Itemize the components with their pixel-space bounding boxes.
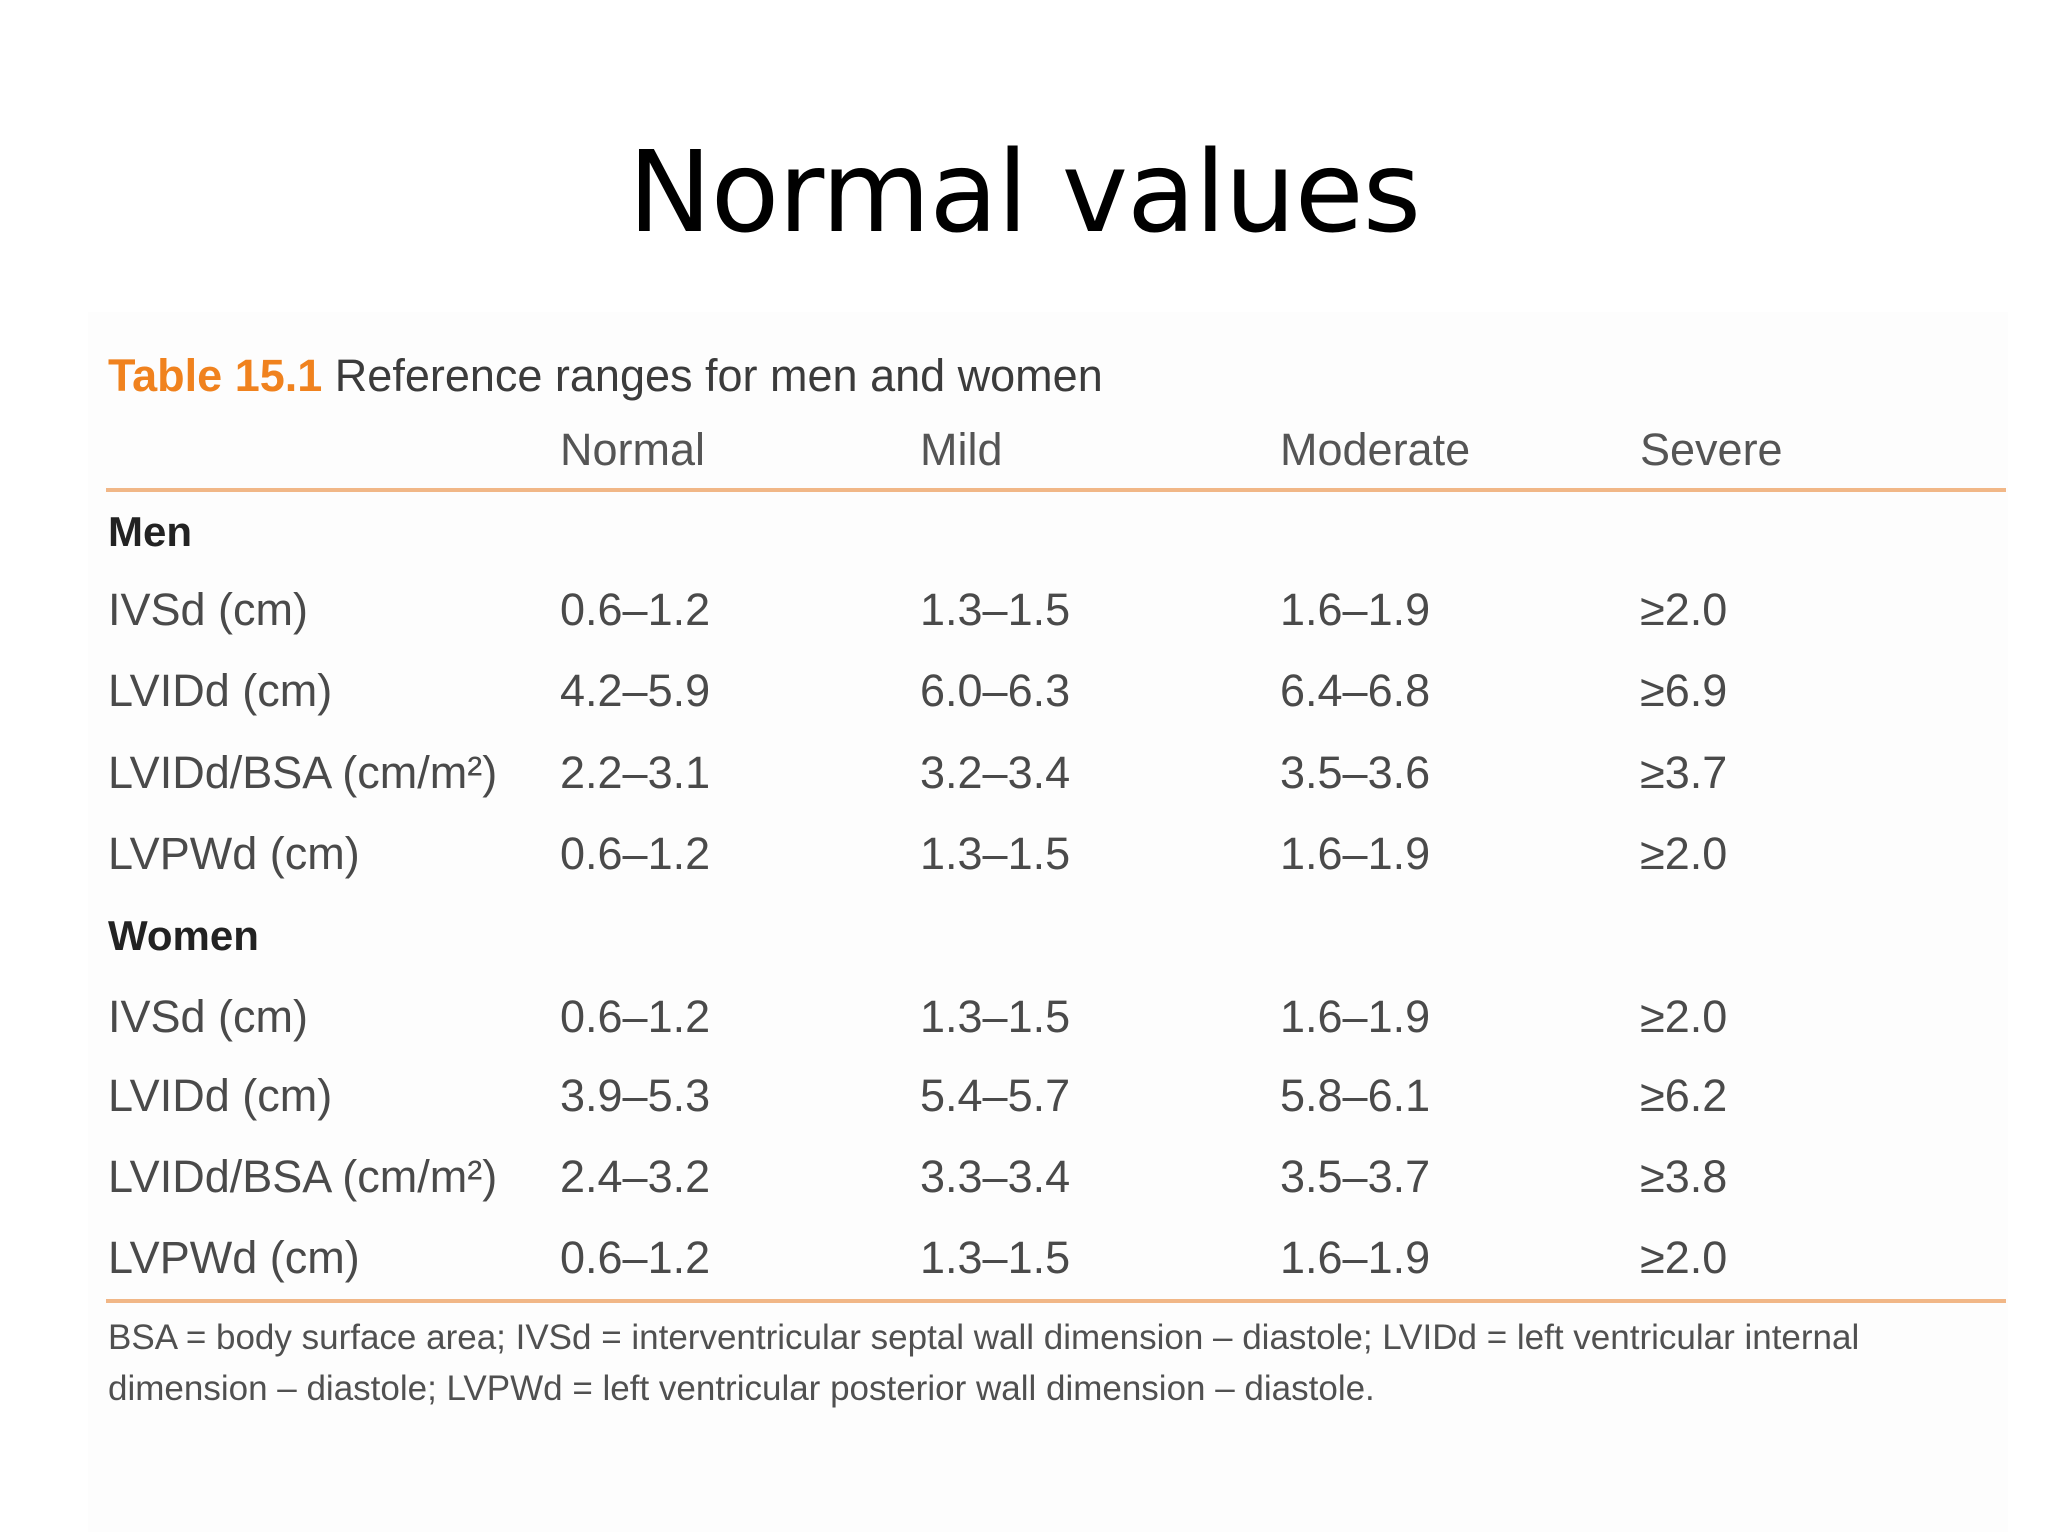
reference-table: Table 15.1 Reference ranges for men and …	[88, 312, 2008, 1532]
cell-normal: 2.2–3.1	[560, 747, 711, 798]
row-label: IVSd (cm)	[108, 584, 309, 635]
cell-normal: 4.2–5.9	[560, 665, 711, 716]
cell-moderate: 5.8–6.1	[1280, 1070, 1431, 1121]
cell-severe: ≥3.7	[1640, 747, 1728, 798]
column-header-severe: Severe	[1640, 424, 1783, 475]
column-header-moderate: Moderate	[1280, 424, 1471, 475]
cell-normal: 0.6–1.2	[560, 828, 711, 879]
cell-severe: ≥2.0	[1640, 584, 1728, 635]
cell-mild: 3.3–3.4	[920, 1151, 1071, 1202]
row-label: IVSd (cm)	[108, 991, 309, 1042]
cell-moderate: 1.6–1.9	[1280, 991, 1431, 1042]
cell-mild: 3.2–3.4	[920, 747, 1071, 798]
cell-moderate: 3.5–3.6	[1280, 747, 1431, 798]
cell-normal: 0.6–1.2	[560, 584, 711, 635]
cell-severe: ≥6.2	[1640, 1070, 1728, 1121]
column-header-mild: Mild	[920, 424, 1003, 475]
cell-severe: ≥2.0	[1640, 1232, 1728, 1283]
cell-mild: 1.3–1.5	[920, 1232, 1071, 1283]
cell-severe: ≥6.9	[1640, 665, 1728, 716]
cell-moderate: 1.6–1.9	[1280, 828, 1431, 879]
row-label: LVIDd (cm)	[108, 665, 333, 716]
cell-moderate: 6.4–6.8	[1280, 665, 1431, 716]
cell-mild: 1.3–1.5	[920, 991, 1071, 1042]
row-label: LVIDd (cm)	[108, 1070, 333, 1121]
cell-mild: 1.3–1.5	[920, 828, 1071, 879]
row-label: LVIDd/BSA (cm/m²)	[108, 747, 498, 798]
row-label: LVPWd (cm)	[108, 1232, 360, 1283]
header-divider	[106, 488, 2006, 492]
slide-title: Normal values	[627, 128, 1421, 258]
footer-divider	[106, 1299, 2006, 1303]
column-header-normal: Normal	[560, 424, 706, 475]
table-caption: Table 15.1 Reference ranges for men and …	[108, 348, 1103, 404]
cell-severe: ≥3.8	[1640, 1151, 1728, 1202]
cell-moderate: 1.6–1.9	[1280, 584, 1431, 635]
cell-normal: 0.6–1.2	[560, 1232, 711, 1283]
cell-mild: 1.3–1.5	[920, 584, 1071, 635]
cell-normal: 2.4–3.2	[560, 1151, 711, 1202]
section-label-women: Women	[108, 912, 259, 959]
cell-normal: 3.9–5.3	[560, 1070, 711, 1121]
row-label: LVIDd/BSA (cm/m²)	[108, 1151, 498, 1202]
cell-normal: 0.6–1.2	[560, 991, 711, 1042]
cell-moderate: 1.6–1.9	[1280, 1232, 1431, 1283]
table-caption-label: Table 15.1	[108, 350, 323, 401]
section-label-men: Men	[108, 508, 192, 555]
cell-mild: 6.0–6.3	[920, 665, 1071, 716]
cell-moderate: 3.5–3.7	[1280, 1151, 1431, 1202]
cell-mild: 5.4–5.7	[920, 1070, 1071, 1121]
row-label: LVPWd (cm)	[108, 828, 360, 879]
cell-severe: ≥2.0	[1640, 828, 1728, 879]
cell-severe: ≥2.0	[1640, 991, 1728, 1042]
table-caption-text: Reference ranges for men and women	[334, 350, 1103, 401]
table-footnote: BSA = body surface area; IVSd = interven…	[108, 1318, 1860, 1408]
